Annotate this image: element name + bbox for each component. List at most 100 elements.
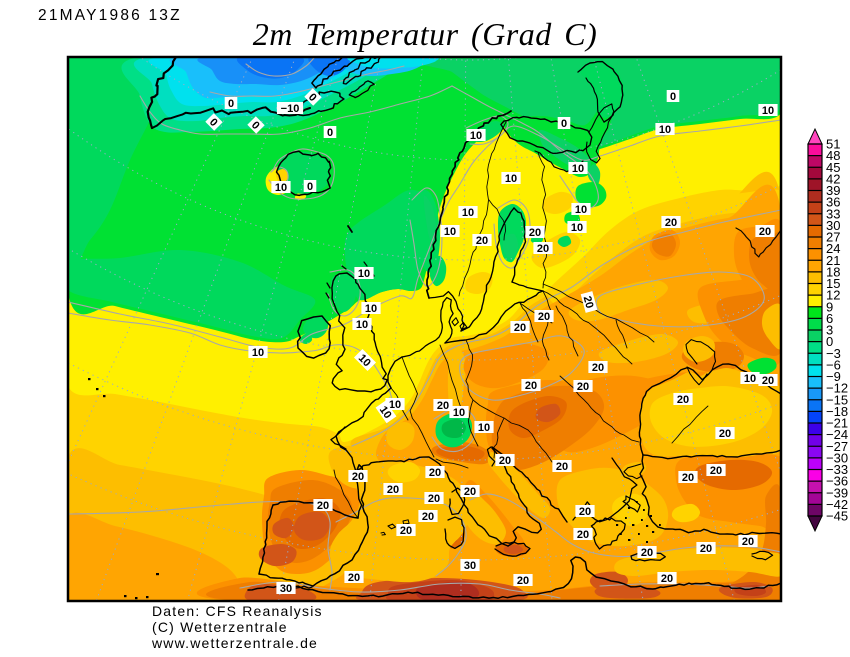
svg-text:9: 9: [826, 299, 833, 314]
svg-text:−3: −3: [826, 346, 841, 361]
svg-text:−6: −6: [826, 357, 841, 372]
svg-text:20: 20: [476, 235, 488, 247]
svg-text:0: 0: [228, 98, 234, 110]
svg-text:10: 10: [358, 268, 370, 280]
svg-text:18: 18: [826, 264, 840, 279]
svg-text:45: 45: [826, 160, 840, 175]
svg-text:20: 20: [762, 375, 774, 387]
svg-text:Daten: CFS Reanalysis: Daten: CFS Reanalysis: [152, 603, 323, 619]
svg-text:20: 20: [537, 243, 549, 255]
svg-text:10: 10: [659, 124, 671, 136]
svg-text:10: 10: [252, 347, 264, 359]
svg-text:20: 20: [348, 572, 360, 584]
svg-text:−21: −21: [826, 416, 848, 431]
svg-text:30: 30: [280, 583, 292, 595]
svg-text:3: 3: [826, 323, 833, 338]
svg-text:39: 39: [826, 183, 840, 198]
svg-text:20: 20: [641, 547, 653, 559]
svg-text:0: 0: [670, 91, 676, 103]
svg-text:−10: −10: [281, 103, 300, 115]
svg-text:20: 20: [538, 311, 550, 323]
svg-text:20: 20: [529, 227, 541, 239]
svg-text:−45: −45: [826, 509, 848, 524]
svg-text:20: 20: [710, 465, 722, 477]
svg-text:6: 6: [826, 311, 833, 326]
svg-text:−9: −9: [826, 369, 841, 384]
svg-text:20: 20: [352, 471, 364, 483]
svg-text:20: 20: [661, 573, 673, 585]
svg-text:20: 20: [514, 322, 526, 334]
svg-text:20: 20: [464, 486, 476, 498]
svg-text:30: 30: [826, 218, 840, 233]
svg-text:(C) Wetterzentrale: (C) Wetterzentrale: [152, 619, 288, 635]
svg-text:20: 20: [428, 493, 440, 505]
svg-text:10: 10: [571, 222, 583, 234]
svg-text:10: 10: [762, 105, 774, 117]
svg-text:20: 20: [437, 400, 449, 412]
svg-text:2m Temperatur (Grad C): 2m Temperatur (Grad C): [253, 16, 598, 52]
svg-text:20: 20: [682, 472, 694, 484]
svg-text:0: 0: [327, 127, 333, 139]
svg-text:www.wetterzentrale.de: www.wetterzentrale.de: [151, 635, 318, 651]
svg-text:20: 20: [387, 484, 399, 496]
svg-text:21: 21: [826, 253, 840, 268]
svg-text:0: 0: [307, 181, 313, 193]
svg-text:−24: −24: [826, 427, 848, 442]
svg-text:20: 20: [556, 461, 568, 473]
svg-text:36: 36: [826, 195, 840, 210]
svg-text:−27: −27: [826, 439, 848, 454]
svg-text:0: 0: [561, 118, 567, 130]
svg-text:10: 10: [462, 207, 474, 219]
svg-text:51: 51: [826, 137, 840, 152]
svg-text:−12: −12: [826, 381, 848, 396]
svg-text:33: 33: [826, 206, 840, 221]
svg-text:15: 15: [826, 276, 840, 291]
svg-text:−15: −15: [826, 392, 848, 407]
svg-text:20: 20: [742, 536, 754, 548]
svg-text:20: 20: [700, 543, 712, 555]
svg-text:20: 20: [759, 226, 771, 238]
svg-text:10: 10: [505, 173, 517, 185]
svg-text:20: 20: [422, 511, 434, 523]
svg-text:−39: −39: [826, 485, 848, 500]
svg-text:10: 10: [453, 407, 465, 419]
svg-text:10: 10: [575, 204, 587, 216]
svg-text:42: 42: [826, 171, 840, 186]
svg-text:10: 10: [356, 319, 368, 331]
svg-text:0: 0: [826, 334, 833, 349]
svg-text:20: 20: [579, 506, 591, 518]
svg-text:12: 12: [826, 288, 840, 303]
svg-text:10: 10: [572, 163, 584, 175]
svg-text:20: 20: [429, 467, 441, 479]
svg-text:−18: −18: [826, 404, 848, 419]
svg-text:10: 10: [377, 404, 394, 421]
svg-text:20: 20: [592, 362, 604, 374]
svg-text:20: 20: [581, 295, 596, 310]
svg-text:20: 20: [517, 575, 529, 587]
svg-text:10: 10: [275, 182, 287, 194]
svg-text:−36: −36: [826, 474, 848, 489]
svg-text:20: 20: [665, 217, 677, 229]
svg-text:20: 20: [499, 455, 511, 467]
svg-text:20: 20: [400, 525, 412, 537]
svg-text:30: 30: [464, 560, 476, 572]
svg-text:10: 10: [365, 303, 377, 315]
svg-text:20: 20: [577, 381, 589, 393]
svg-text:10: 10: [470, 130, 482, 142]
svg-text:−30: −30: [826, 450, 848, 465]
svg-text:10: 10: [744, 373, 756, 385]
svg-text:21MAY1986 13Z: 21MAY1986 13Z: [38, 7, 182, 24]
svg-text:48: 48: [826, 148, 840, 163]
svg-text:27: 27: [826, 230, 840, 245]
svg-text:−33: −33: [826, 462, 848, 477]
svg-text:24: 24: [826, 241, 840, 256]
svg-text:10: 10: [444, 226, 456, 238]
svg-text:−42: −42: [826, 497, 848, 512]
svg-text:20: 20: [577, 529, 589, 541]
svg-text:10: 10: [389, 399, 401, 411]
svg-text:20: 20: [677, 394, 689, 406]
svg-text:10: 10: [478, 422, 490, 434]
svg-text:20: 20: [525, 380, 537, 392]
svg-text:20: 20: [317, 500, 329, 512]
svg-text:20: 20: [719, 428, 731, 440]
